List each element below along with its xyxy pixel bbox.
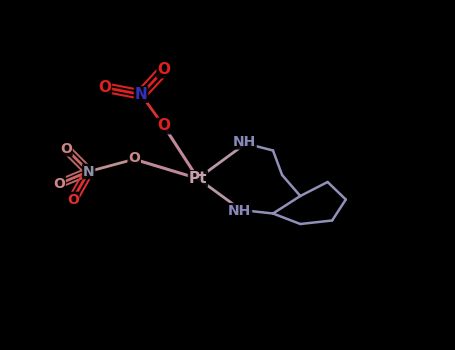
Text: N: N	[135, 87, 147, 102]
Text: O: O	[157, 63, 170, 77]
Text: NH: NH	[228, 204, 252, 218]
Text: O: O	[128, 151, 140, 165]
Text: O: O	[98, 80, 111, 95]
Text: Pt: Pt	[189, 171, 207, 186]
Text: O: O	[60, 142, 72, 156]
Text: NH: NH	[233, 135, 256, 149]
Text: O: O	[157, 119, 170, 133]
Text: O: O	[53, 177, 65, 191]
Text: O: O	[67, 193, 79, 206]
Text: N: N	[83, 164, 95, 178]
